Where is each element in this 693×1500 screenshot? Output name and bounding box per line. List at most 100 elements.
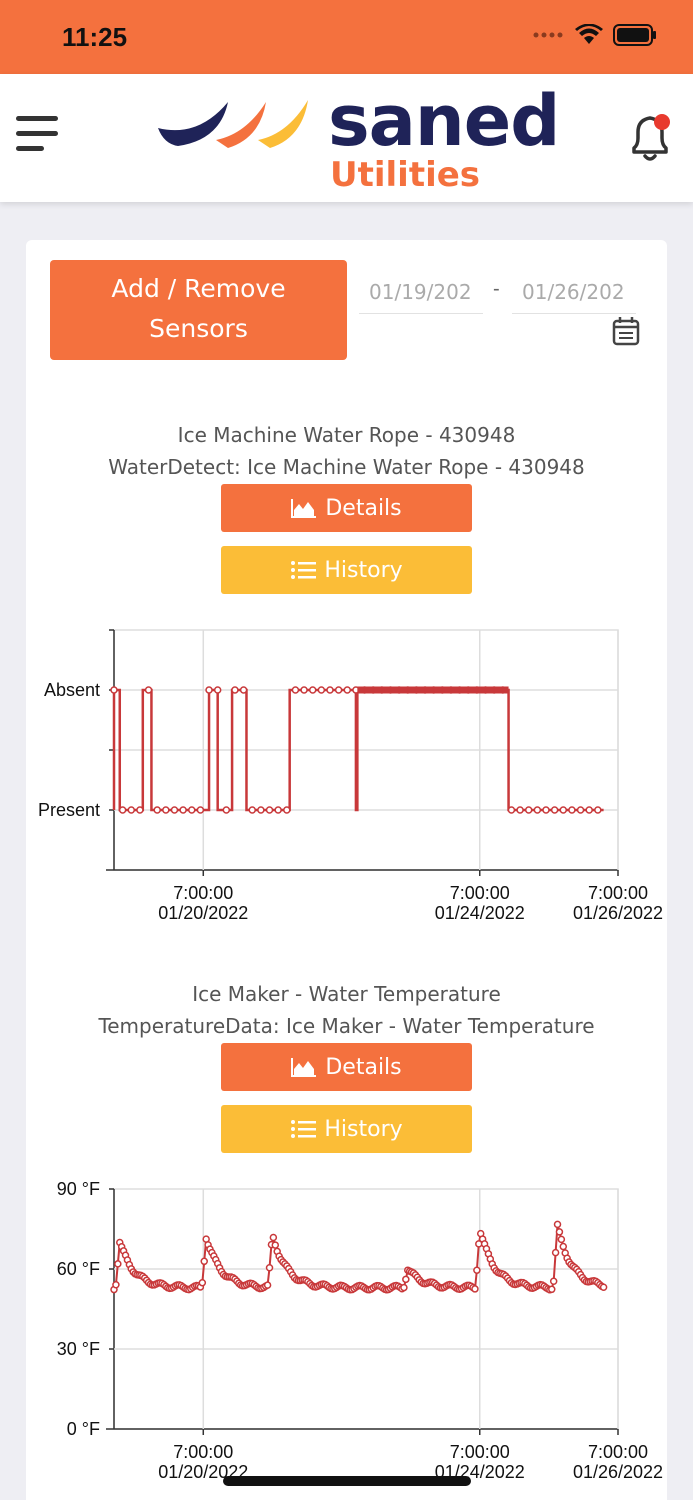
data-point bbox=[114, 1260, 122, 1268]
data-point bbox=[112, 1280, 120, 1289]
data-point bbox=[516, 806, 524, 814]
signal-icon bbox=[533, 32, 563, 38]
data-point bbox=[548, 1285, 556, 1294]
data-point bbox=[118, 806, 127, 814]
x-tick-label-time: 7:00:00 bbox=[450, 883, 510, 903]
status-time: 11:25 bbox=[62, 22, 128, 52]
x-tick-label-time: 7:00:00 bbox=[450, 1442, 510, 1462]
data-point bbox=[179, 806, 187, 814]
logo-waves-icon bbox=[158, 100, 308, 148]
data-point bbox=[524, 806, 533, 814]
data-point bbox=[594, 806, 602, 814]
data-point bbox=[136, 806, 144, 814]
x-tick-label-date: 01/26/2022 bbox=[573, 1462, 663, 1482]
calendar-icon[interactable] bbox=[612, 316, 640, 346]
data-point bbox=[568, 806, 576, 814]
home-indicator bbox=[223, 1476, 471, 1486]
data-point bbox=[599, 1283, 608, 1292]
data-point bbox=[300, 686, 308, 694]
history-label: History bbox=[324, 557, 403, 583]
status-bar: 11:25 bbox=[0, 0, 693, 74]
y-tick-label: Absent bbox=[44, 680, 100, 700]
data-point bbox=[188, 806, 196, 814]
x-tick-label-time: 7:00:00 bbox=[173, 883, 233, 903]
sensor-1-history-button[interactable]: History bbox=[221, 546, 472, 594]
saned-logo: saned Utilities bbox=[158, 84, 560, 195]
data-point bbox=[213, 686, 222, 694]
y-tick-label: 60 °F bbox=[57, 1259, 100, 1279]
x-tick-label-date: 01/24/2022 bbox=[435, 903, 525, 923]
temperature-chart: 7:00:0001/20/20227:00:0001/24/20227:00:0… bbox=[57, 1179, 663, 1482]
sensor-1-subtitle: WaterDetect: Ice Machine Water Rope - 43… bbox=[108, 455, 585, 479]
data-point bbox=[400, 1283, 408, 1292]
add-remove-sensors-button[interactable]: Add / Remove Sensors bbox=[50, 260, 347, 360]
y-tick-label: Present bbox=[38, 800, 100, 820]
list-icon bbox=[291, 561, 317, 579]
data-point bbox=[170, 806, 179, 814]
sensor-2-details-button[interactable]: Details bbox=[221, 1043, 472, 1091]
x-tick-label-time: 7:00:00 bbox=[588, 1442, 648, 1462]
data-point bbox=[308, 686, 317, 694]
data-point bbox=[198, 1278, 207, 1287]
data-point bbox=[153, 806, 161, 814]
notification-bell-icon[interactable] bbox=[626, 110, 676, 164]
sensor-2-history-button[interactable]: History bbox=[221, 1105, 472, 1153]
x-tick-label-time: 7:00:00 bbox=[588, 883, 648, 903]
area-chart-icon bbox=[291, 1058, 317, 1077]
y-tick-label: 30 °F bbox=[57, 1339, 100, 1359]
date-separator: - bbox=[493, 278, 500, 300]
logo-sub: Utilities bbox=[330, 155, 481, 195]
series-line bbox=[113, 1224, 605, 1291]
x-tick-label-time: 7:00:00 bbox=[173, 1442, 233, 1462]
data-point bbox=[334, 686, 343, 694]
data-point bbox=[551, 1248, 560, 1257]
add-remove-line2: Sensors bbox=[149, 314, 248, 343]
data-point bbox=[473, 1266, 481, 1274]
app-header: saned Utilities bbox=[0, 74, 693, 202]
data-point bbox=[559, 806, 568, 814]
data-point bbox=[542, 806, 550, 814]
details-label: Details bbox=[325, 495, 402, 521]
y-tick-label: 90 °F bbox=[57, 1179, 100, 1199]
details-label: Details bbox=[325, 1054, 402, 1080]
data-point bbox=[271, 1241, 280, 1249]
data-point bbox=[343, 686, 352, 694]
sensor-1-details-button[interactable]: Details bbox=[221, 484, 472, 532]
data-point bbox=[557, 1235, 566, 1244]
water-detect-chart: 7:00:0001/20/20227:00:0001/24/20227:00:0… bbox=[38, 629, 663, 923]
data-point bbox=[559, 1242, 568, 1251]
data-point bbox=[200, 1257, 208, 1266]
data-point bbox=[248, 806, 256, 814]
data-point bbox=[291, 686, 300, 694]
x-tick-label-date: 01/26/2022 bbox=[573, 903, 663, 923]
history-label: History bbox=[324, 1116, 403, 1142]
data-point bbox=[507, 806, 516, 814]
data-point bbox=[471, 1285, 479, 1293]
data-point bbox=[144, 686, 153, 694]
data-point bbox=[239, 686, 248, 694]
data-point bbox=[549, 1277, 558, 1286]
data-point bbox=[317, 686, 326, 694]
data-point bbox=[283, 806, 291, 814]
wifi-icon bbox=[575, 24, 603, 44]
data-point bbox=[205, 686, 213, 694]
x-tick-label-date: 01/20/2022 bbox=[158, 903, 248, 923]
sensor-2-subtitle: TemperatureData: Ice Maker - Water Tempe… bbox=[98, 1014, 595, 1038]
sensor-1-name: Ice Machine Water Rope - 430948 bbox=[177, 423, 516, 447]
data-point bbox=[402, 1275, 410, 1284]
add-remove-line1: Add / Remove bbox=[111, 274, 286, 303]
data-point bbox=[127, 806, 136, 814]
sensor-2-name: Ice Maker - Water Temperature bbox=[192, 982, 501, 1006]
data-point bbox=[196, 806, 205, 814]
data-point bbox=[162, 806, 170, 814]
data-point bbox=[550, 806, 559, 814]
data-point bbox=[265, 806, 274, 814]
date-from-input[interactable] bbox=[359, 270, 483, 314]
data-point bbox=[257, 806, 265, 814]
data-point bbox=[263, 1281, 272, 1289]
list-icon bbox=[291, 1120, 317, 1138]
date-to-input[interactable] bbox=[512, 270, 636, 314]
data-point bbox=[265, 1264, 274, 1272]
battery-icon bbox=[613, 24, 656, 46]
menu-icon[interactable] bbox=[16, 116, 60, 156]
